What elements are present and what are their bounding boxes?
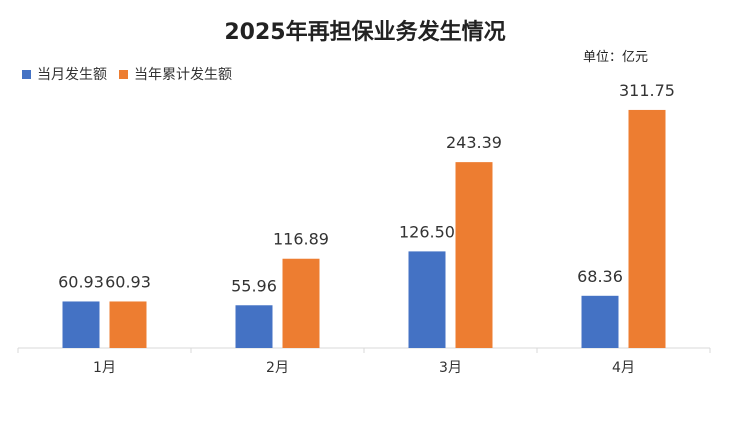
legend-label-monthly: 当月发生额 — [37, 67, 107, 83]
legend-swatch-cumulative — [119, 69, 128, 79]
chart-title: 2025年再担保业务发生情况 — [224, 20, 506, 45]
data-label-monthly-3: 126.50 — [399, 222, 455, 241]
data-label-monthly-2: 55.96 — [231, 276, 277, 295]
x-tick-label-4: 4月 — [612, 360, 635, 376]
bar-cumulative-2 — [282, 258, 320, 348]
legend-label-cumulative: 当年累计发生额 — [134, 67, 232, 83]
data-label-cumulative-4: 311.75 — [619, 81, 675, 100]
legend-swatch-monthly — [22, 69, 31, 79]
data-label-monthly-1: 60.93 — [58, 272, 104, 291]
bar-monthly-2 — [235, 305, 273, 348]
bar-monthly-1 — [62, 301, 100, 348]
bar-monthly-4 — [581, 295, 619, 348]
x-tick-label-3: 3月 — [439, 360, 462, 376]
x-tick-label-2: 2月 — [266, 360, 289, 376]
legend-item-monthly: 当月发生额 — [22, 64, 107, 84]
data-label-cumulative-1: 60.93 — [105, 272, 151, 291]
bar-cumulative-1 — [109, 301, 147, 348]
legend: 当月发生额 当年累计发生额 — [22, 64, 244, 84]
legend-item-cumulative: 当年累计发生额 — [119, 64, 232, 84]
data-label-cumulative-3: 243.39 — [446, 133, 502, 152]
bar-cumulative-4 — [628, 109, 666, 348]
bar-monthly-3 — [408, 251, 446, 348]
data-label-monthly-4: 68.36 — [577, 267, 623, 286]
data-label-cumulative-2: 116.89 — [273, 230, 329, 249]
unit-label: 单位：亿元 — [583, 50, 649, 65]
bar-cumulative-3 — [455, 162, 493, 348]
x-tick-label-1: 1月 — [93, 360, 116, 376]
